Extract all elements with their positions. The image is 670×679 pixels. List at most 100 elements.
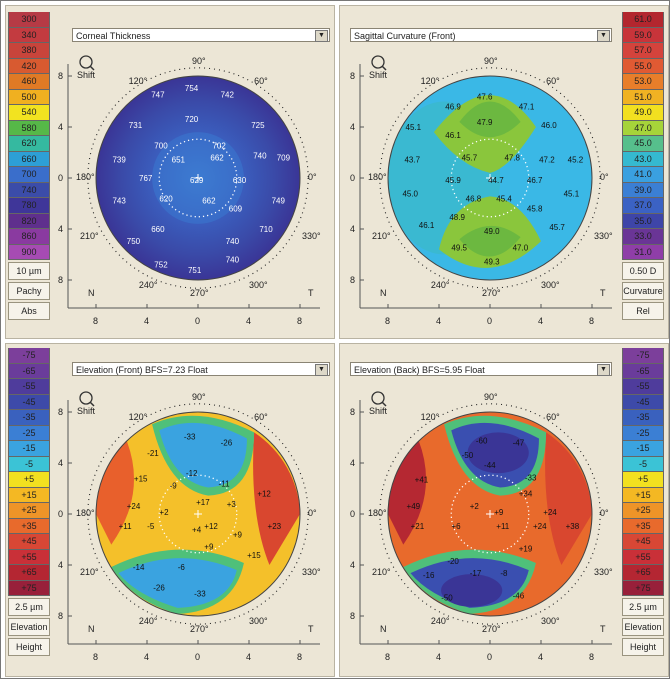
map-value: 620 [159,194,173,203]
dropdown-arrow-icon[interactable]: ▼ [315,364,328,376]
map-value: +2 [470,502,480,511]
panel-sagittal-curvature: Sagittal Curvature (Front) ▼ 61.0 59.0 57.… [339,5,669,339]
map-value: 767 [139,174,153,183]
zone-lower-core [459,225,521,257]
map-value: 46.9 [445,103,461,112]
map-value: +11 [119,522,133,531]
map-value: 49.5 [451,243,467,252]
map-value: +2 [159,508,169,517]
x-tick-label: 4 [144,652,149,662]
map-value: -33 [184,432,196,441]
scale-step[interactable]: 2.5 µm [622,598,664,616]
scale-cell: 59.0 [622,27,664,43]
angle-label: 300° [249,280,268,290]
x-tick-label: 8 [93,316,98,326]
scale-type[interactable]: Elevation [622,618,664,636]
scale-cell: +25 [622,503,664,519]
map-value: 45.7 [549,223,565,232]
map-type-dropdown[interactable]: Sagittal Curvature (Front) ▼ [350,28,612,42]
map-value: -5 [147,522,155,531]
zone-right-red [253,432,300,565]
dropdown-arrow-icon[interactable]: ▼ [315,30,328,42]
angle-label: 90° [192,392,206,402]
axes: 8 4 0 4 8 8 4 0 4 8 [350,400,612,662]
map-value: +9 [494,508,504,517]
map-value: 49.3 [484,258,500,267]
map-value: 45.7 [462,154,478,163]
y-tick-label: 8 [350,611,355,621]
x-tick-label: 0 [487,316,492,326]
map-value: 754 [185,84,199,93]
angle-label: 90° [484,56,498,66]
map-value: 46.0 [541,121,557,130]
map-canvas[interactable]: 8 4 0 4 8 8 4 0 4 8 -33 -26 -21 -12 -9 -11 +15 +17 +12 +24 +… [50,380,332,672]
scale-cell: +5 [8,472,50,488]
map-value: 48.9 [449,213,465,222]
scale-mode[interactable]: Height [622,638,664,656]
map-value: +15 [134,474,148,483]
scale-type[interactable]: Curvature [622,282,664,300]
map-value: 740 [226,237,240,246]
scale-step[interactable]: 10 µm [8,262,50,280]
pupil-ring [158,474,238,554]
scale-mode[interactable]: Abs [8,302,50,320]
map-value: -14 [133,563,145,572]
scale-cell: 860 [8,229,50,245]
map-value: 750 [127,237,141,246]
scale-cell: 61.0 [622,12,664,28]
magnifier-icon [79,391,95,407]
map-value: 47.2 [539,156,555,165]
scale-cell: -75 [622,348,664,364]
x-tick-label: 0 [195,316,200,326]
temporal-label: T [600,288,606,298]
dropdown-arrow-icon[interactable]: ▼ [597,30,610,42]
map-type-dropdown[interactable]: Elevation (Back) BFS=5.95 Float ▼ [350,362,612,376]
scale-cell: -5 [622,456,664,472]
scale-cell: 33.0 [622,229,664,245]
scale-cell: 55.0 [622,58,664,74]
x-tick-label: 4 [436,316,441,326]
magnifier-icon [371,55,387,71]
map-value: +38 [566,522,580,531]
map-canvas[interactable]: 8 4 0 4 8 8 4 0 4 8 754 747 742 731 720 725 700 702 740 739… [50,44,332,336]
scale-type[interactable]: Elevation [8,618,50,636]
scale-cell: +55 [622,549,664,565]
map-canvas[interactable]: 8 4 0 4 8 8 4 0 4 8 47.6 46.9 47.1 45.1 47.9 46.1 46.0 43… [342,44,624,336]
scale-step[interactable]: 2.5 µm [8,598,50,616]
scale-mode[interactable]: Height [8,638,50,656]
y-tick-label: 8 [350,71,355,81]
x-tick-label: 0 [487,652,492,662]
map-value: 46.8 [466,194,482,203]
map-value: +24 [127,502,141,511]
color-scale-curvature: 61.0 59.0 57.0 55.0 53.0 51.0 49.0 47.0 45.0 43.0… [622,12,664,320]
scale-cell: 620 [8,136,50,152]
scale-type[interactable]: Pachy [8,282,50,300]
nasal-label: N [380,288,387,298]
dropdown-arrow-icon[interactable]: ▼ [597,364,610,376]
map-value: 702 [212,141,226,150]
map-canvas[interactable]: 8 4 0 4 8 8 4 0 4 8 -60 -47 -50 -44 -33 +41 +2 +34 +49 +9 +2… [342,380,624,672]
map-value: -11 [219,479,231,488]
map-value: -21 [147,449,159,458]
scale-cell: 300 [8,12,50,28]
scale-cell: 740 [8,182,50,198]
map-value: +34 [519,490,533,499]
temporal-label: T [308,288,314,298]
x-tick-label: 8 [385,316,390,326]
cornea-map: -60 -47 -50 -44 -33 +41 +2 +34 +49 +9 +24 +21 +11 +6 +… [379,403,601,625]
y-tick-label: 0 [58,509,63,519]
temporal-label: T [600,624,606,634]
angle-label: 180° [76,172,95,182]
scale-mode[interactable]: Rel [622,302,664,320]
angle-label: 0° [600,508,609,518]
scale-step[interactable]: 0.50 D [622,262,664,280]
scale-cell: -65 [622,363,664,379]
y-tick-label: 8 [350,407,355,417]
cornea-map: 754 747 742 731 720 725 700 702 740 739 651 662 709 7… [87,67,309,289]
map-type-dropdown[interactable]: Elevation (Front) BFS=7.23 Float ▼ [72,362,330,376]
map-outline [95,411,301,617]
angle-label: 60° [254,412,268,422]
shift-label: Shift [77,406,96,416]
map-value: 47.6 [477,92,493,101]
map-type-dropdown[interactable]: Corneal Thickness ▼ [72,28,330,42]
